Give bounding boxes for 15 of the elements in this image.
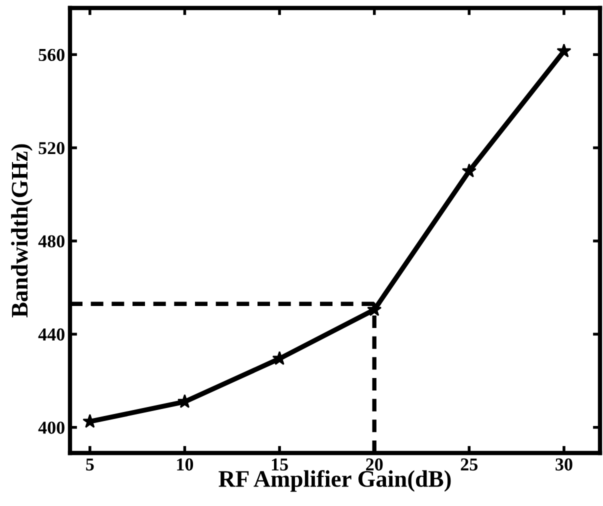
y-tick-label: 560 xyxy=(38,48,64,62)
y-tick-label: 440 xyxy=(38,328,64,341)
x-tick-label: 15 xyxy=(272,458,288,471)
y-tick-label: 520 xyxy=(38,142,64,154)
x-tick-label: 25 xyxy=(460,458,478,471)
y-tick-label: 480 xyxy=(38,235,64,248)
x-tick-label: 5 xyxy=(86,458,94,471)
x-axis-title: RF Amplifier Gain(dB) xyxy=(218,470,451,492)
point xyxy=(556,43,572,58)
y-axis-title: Bandwidth(GHz) xyxy=(11,144,32,318)
point xyxy=(462,163,476,178)
x-tick-label: 10 xyxy=(177,458,194,471)
y-tick-label: 400 xyxy=(38,422,64,434)
x-tick-label: 20 xyxy=(366,458,383,471)
x-tick-label: 30 xyxy=(556,458,572,471)
